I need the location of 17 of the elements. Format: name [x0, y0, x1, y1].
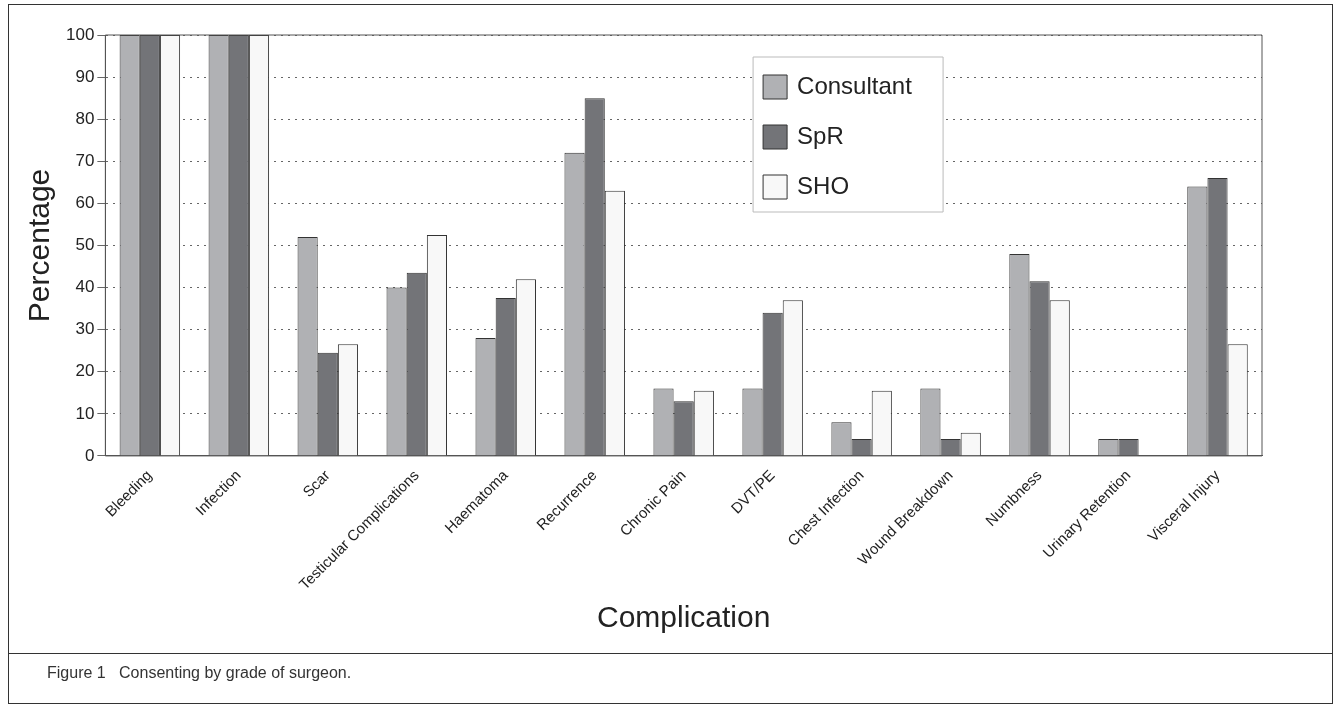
legend-label: SpR: [797, 121, 844, 149]
caption: Figure 1 Consenting by grade of surgeon.: [9, 653, 1332, 682]
x-axis-title: Complication: [596, 600, 771, 634]
y-tick-label: 80: [75, 108, 95, 128]
legend-label: Consultant: [797, 71, 913, 99]
y-tick-label: 10: [75, 403, 95, 423]
y-tick-label: 90: [75, 66, 95, 86]
y-tick-label: 40: [75, 277, 95, 297]
y-tick-label: 60: [75, 193, 95, 213]
y-tick-label: 70: [75, 150, 95, 170]
y-tick-label: 30: [75, 319, 95, 339]
y-tick-label: 20: [75, 361, 95, 381]
y-tick-label: 0: [84, 445, 95, 465]
legend-label: SHO: [797, 171, 850, 199]
y-axis-title: Percentage: [22, 168, 56, 323]
y-tick-label: 100: [65, 24, 95, 44]
y-tick-label: 50: [75, 235, 95, 255]
